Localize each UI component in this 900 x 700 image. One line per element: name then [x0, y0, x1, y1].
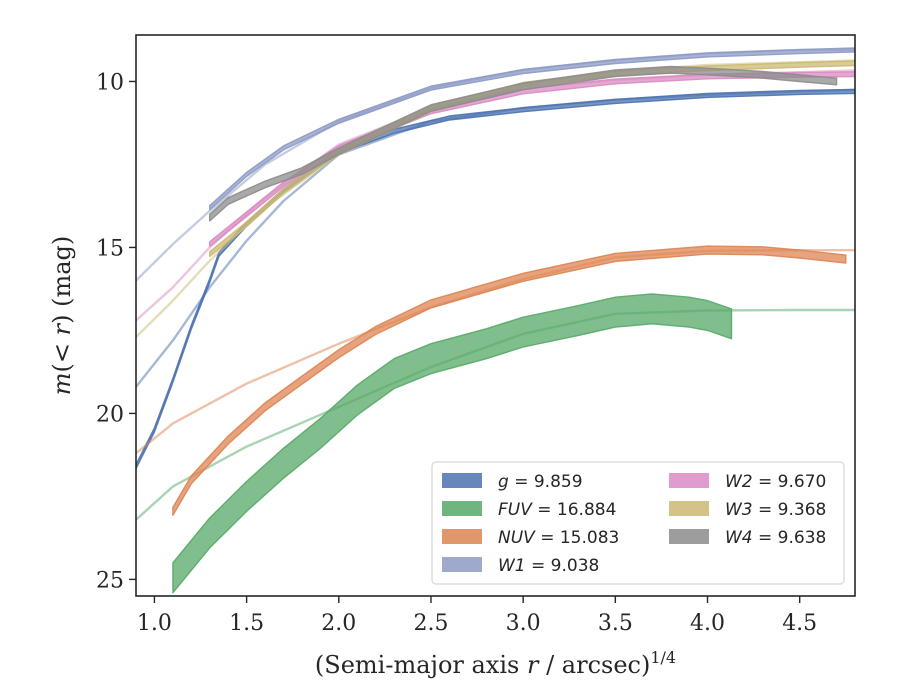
y-tick-label: 10 [96, 70, 124, 95]
legend-label: g = 9.859 [498, 472, 583, 492]
legend-entry-w1: W1 = 9.038 [442, 556, 599, 576]
x-tick-label: 1.5 [229, 611, 264, 636]
legend-entry-g: g = 9.859 [442, 472, 583, 492]
model-curve-w3 [136, 59, 855, 339]
series-band-w4 [208, 65, 838, 222]
legend-label: W1 = 9.038 [498, 556, 599, 576]
legend-swatch [442, 473, 482, 488]
plot-frame [135, 34, 856, 597]
legend-swatch [669, 473, 709, 488]
series-layer [136, 47, 855, 594]
legend-frame [431, 461, 845, 585]
x-tick-label: 2.0 [321, 611, 356, 636]
series-band-w1 [208, 47, 855, 211]
legend-entry-nuv: NUV = 15.083 [442, 528, 619, 548]
series-band-nuv [172, 245, 847, 516]
legend-label: W3 = 9.368 [725, 500, 826, 520]
legend-swatch [442, 529, 482, 544]
legend-entry-w2: W2 = 9.670 [669, 472, 826, 492]
legend-swatch [669, 501, 709, 516]
y-tick-label: 25 [96, 568, 124, 593]
legend-swatch [442, 501, 482, 516]
x-tick-label: 2.5 [413, 611, 448, 636]
legend-entry-w3: W3 = 9.368 [669, 500, 826, 520]
y-axis-title: m(< r) (mag) [48, 236, 76, 396]
y-tick-label: 15 [96, 236, 124, 261]
x-tick-label: 1.0 [137, 611, 172, 636]
legend: g = 9.859 FUV = 16.884 NUV = 15.083 W1 = 9.… [431, 461, 845, 585]
series-band-fuv [172, 293, 733, 594]
x-tick-label: 3.5 [598, 611, 633, 636]
series-band-w2 [208, 71, 855, 248]
legend-entry-w4: W4 = 9.638 [669, 528, 826, 548]
x-tick-label: 3.0 [506, 611, 541, 636]
ticks-layer: 1.0 1.5 2.0 2.5 3.0 3.5 4.0 4.5 10 15 20 25 [96, 70, 817, 636]
legend-swatch [669, 529, 709, 544]
series-band-g [136, 88, 855, 470]
x-axis-title: (Semi-major axis r / arcsec)1/4 [315, 648, 676, 679]
y-tick-label: 20 [96, 402, 124, 427]
legend-label: FUV = 16.884 [498, 500, 616, 520]
legend-label: W2 = 9.670 [725, 472, 826, 492]
x-tick-label: 4.5 [782, 611, 817, 636]
legend-label: NUV = 15.083 [498, 528, 619, 548]
legend-label: W4 = 9.638 [725, 528, 826, 548]
legend-swatch [442, 557, 482, 572]
legend-entry-fuv: FUV = 16.884 [442, 500, 616, 520]
x-tick-label: 4.0 [690, 611, 725, 636]
